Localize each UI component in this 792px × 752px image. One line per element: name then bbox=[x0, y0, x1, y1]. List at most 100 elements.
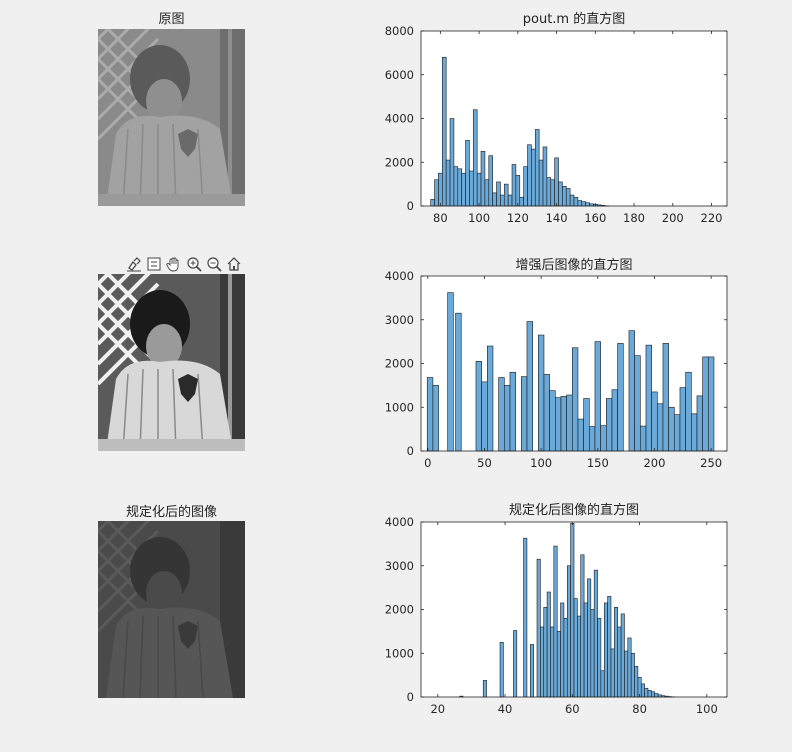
histogram-bar bbox=[702, 356, 709, 452]
histogram-bar bbox=[634, 666, 639, 698]
histogram-bar bbox=[577, 418, 584, 452]
y-tick-label: 4000 bbox=[385, 269, 414, 283]
histogram-bar bbox=[475, 361, 482, 452]
histogram-bar bbox=[566, 394, 573, 452]
x-tick-label: 40 bbox=[498, 702, 513, 716]
x-tick-label: 150 bbox=[587, 456, 609, 470]
histogram-bar bbox=[492, 192, 497, 207]
histogram-bar bbox=[523, 537, 528, 698]
histogram-bar bbox=[560, 602, 565, 698]
histogram-bar bbox=[560, 396, 567, 452]
histogram-bar bbox=[447, 292, 454, 452]
histogram-bar bbox=[538, 159, 544, 207]
brush-icon[interactable] bbox=[124, 254, 143, 273]
histogram-bar bbox=[627, 637, 632, 698]
histogram-bar bbox=[513, 630, 518, 698]
histogram-bar bbox=[480, 151, 486, 207]
histogram-bar bbox=[550, 179, 555, 207]
histogram-bar bbox=[611, 389, 618, 452]
histogram-bar bbox=[647, 690, 652, 698]
histogram-bar bbox=[527, 144, 532, 207]
histogram-bar bbox=[617, 343, 624, 452]
chart-title-pout: pout.m 的直方图 bbox=[522, 12, 626, 27]
y-tick-label: 6000 bbox=[385, 68, 414, 82]
enhanced-image bbox=[98, 274, 245, 451]
histogram-bar bbox=[445, 159, 451, 207]
image-title-specified: 规定化后的图像 bbox=[125, 505, 217, 520]
histogram-bar bbox=[590, 609, 595, 698]
histogram-bar bbox=[511, 164, 517, 207]
histogram-bar bbox=[487, 345, 494, 452]
histogram-bar bbox=[569, 194, 575, 207]
y-tick-label: 2000 bbox=[385, 357, 414, 371]
histogram-bar bbox=[587, 578, 592, 698]
histogram-bar bbox=[620, 613, 625, 698]
x-tick-label: 220 bbox=[701, 211, 723, 225]
histogram-bar bbox=[500, 194, 505, 207]
x-tick-label: 60 bbox=[565, 702, 580, 716]
histogram-bar bbox=[504, 385, 511, 452]
histogram-bar bbox=[472, 109, 478, 207]
histogram-bar bbox=[577, 615, 582, 698]
histogram-bar bbox=[583, 602, 588, 698]
histogram-bar bbox=[696, 395, 703, 452]
histogram-bar bbox=[461, 172, 466, 207]
histogram-bar bbox=[507, 194, 513, 207]
histogram-bar bbox=[690, 413, 698, 452]
zoom-out-icon[interactable] bbox=[204, 254, 223, 273]
histogram-bar bbox=[434, 179, 439, 207]
histogram-bar bbox=[630, 652, 635, 698]
histogram-bar bbox=[580, 554, 585, 698]
histogram-bar bbox=[594, 341, 601, 452]
histogram-bar bbox=[549, 390, 556, 452]
histogram-bar bbox=[651, 691, 656, 698]
histogram-bar bbox=[606, 398, 613, 452]
x-tick-label: 160 bbox=[584, 211, 606, 225]
histogram-bar bbox=[558, 181, 563, 207]
histogram-bar bbox=[562, 186, 567, 207]
histogram-bar bbox=[583, 398, 590, 452]
histogram-bar bbox=[519, 196, 524, 207]
histogram-bar bbox=[581, 201, 586, 207]
histogram-bar bbox=[668, 406, 675, 452]
datatip-icon[interactable] bbox=[144, 254, 163, 273]
histogram-bar bbox=[572, 347, 579, 452]
zoom-in-icon[interactable] bbox=[184, 254, 203, 273]
histogram-bar bbox=[585, 202, 590, 207]
x-tick-label: 100 bbox=[530, 456, 552, 470]
histogram-bar bbox=[476, 172, 482, 207]
histogram-bar bbox=[573, 598, 578, 698]
x-tick-label: 120 bbox=[507, 211, 529, 225]
x-tick-label: 20 bbox=[430, 702, 445, 716]
histogram-bar bbox=[546, 591, 551, 698]
histogram-bar bbox=[543, 607, 548, 698]
y-tick-label: 0 bbox=[407, 199, 414, 213]
y-tick-label: 0 bbox=[407, 690, 414, 704]
histogram-bar bbox=[553, 545, 558, 698]
histogram-bar bbox=[482, 680, 487, 698]
y-tick-label: 3000 bbox=[385, 313, 414, 327]
histogram-bar bbox=[707, 356, 715, 452]
home-icon[interactable] bbox=[224, 254, 243, 273]
histogram-bar bbox=[503, 183, 509, 207]
histogram-bar bbox=[469, 170, 474, 207]
histogram-bar bbox=[639, 425, 647, 452]
histogram-bar bbox=[565, 188, 571, 207]
histogram-bar bbox=[640, 683, 645, 698]
histogram-bar bbox=[555, 397, 562, 452]
pan-icon[interactable] bbox=[164, 254, 183, 273]
histogram-bar bbox=[426, 377, 434, 452]
x-tick-label: 200 bbox=[643, 456, 665, 470]
histogram-bar bbox=[593, 569, 598, 698]
histogram-bar bbox=[628, 330, 635, 452]
histogram-bar bbox=[651, 391, 658, 452]
y-tick-label: 1000 bbox=[385, 400, 414, 414]
histogram-bar bbox=[570, 523, 575, 698]
x-tick-label: 140 bbox=[546, 211, 568, 225]
histogram-bar bbox=[543, 374, 550, 452]
histogram-bar bbox=[634, 355, 641, 452]
histogram-bar bbox=[607, 596, 612, 698]
histogram-bar bbox=[617, 626, 622, 698]
histogram-bar bbox=[577, 200, 583, 207]
